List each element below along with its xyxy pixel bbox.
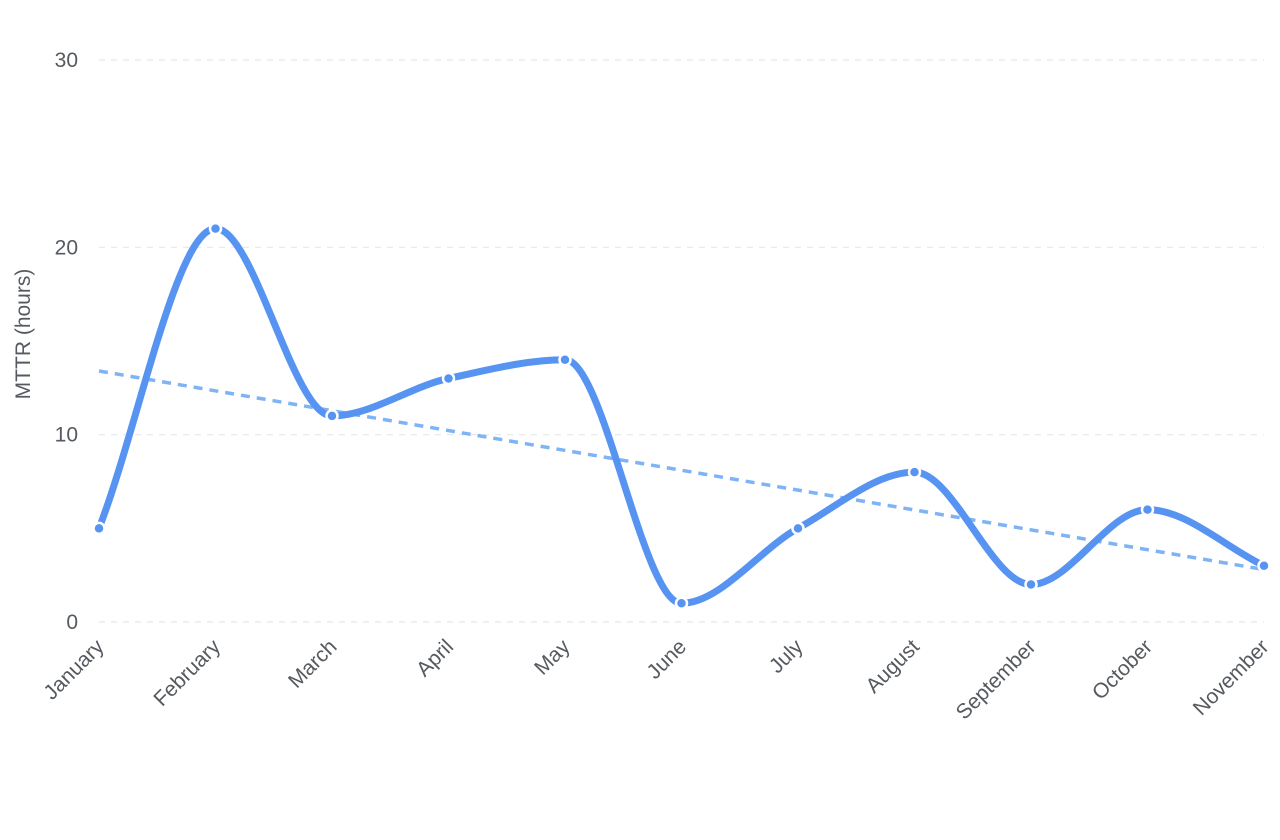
y-axis-title: MTTR (hours) xyxy=(12,269,35,400)
x-tick-label: November xyxy=(1189,635,1274,720)
x-tick-label: May xyxy=(530,635,575,680)
x-tick-label: July xyxy=(765,635,808,678)
x-tick-label: February xyxy=(149,635,225,711)
y-tick-labels: 0 10 20 30 xyxy=(55,49,78,634)
data-point-february[interactable] xyxy=(208,221,223,236)
data-points xyxy=(92,221,1271,611)
y-tick-label: 20 xyxy=(55,236,78,259)
x-tick-label: October xyxy=(1088,635,1157,704)
x-tick-label: April xyxy=(412,635,458,681)
trendline-group xyxy=(98,369,1265,572)
x-tick-label: March xyxy=(284,635,342,693)
y-tick-label: 10 xyxy=(55,424,78,447)
x-tick-label: August xyxy=(862,635,925,698)
series-line xyxy=(95,225,1268,607)
x-tick-label: January xyxy=(39,635,108,704)
data-point-january[interactable] xyxy=(92,521,106,536)
x-tick-labels: January February March April May June July Augu… xyxy=(39,635,1273,724)
data-point-march[interactable] xyxy=(325,409,339,423)
data-point-september[interactable] xyxy=(1024,577,1038,592)
data-point-november[interactable] xyxy=(1257,559,1271,573)
y-tick-label: 0 xyxy=(66,611,78,634)
x-tick-label: September xyxy=(952,635,1041,724)
data-point-july[interactable] xyxy=(791,521,805,536)
data-point-may[interactable] xyxy=(558,352,572,367)
y-tick-label: 30 xyxy=(55,49,78,72)
data-point-october[interactable] xyxy=(1140,502,1155,517)
data-point-june[interactable] xyxy=(674,596,689,611)
data-point-august[interactable] xyxy=(907,465,922,479)
series-group xyxy=(95,225,1268,607)
data-point-april[interactable] xyxy=(441,371,456,386)
x-tick-label: June xyxy=(643,635,691,683)
y-gridlines xyxy=(99,59,1264,623)
trendline xyxy=(98,369,1265,572)
